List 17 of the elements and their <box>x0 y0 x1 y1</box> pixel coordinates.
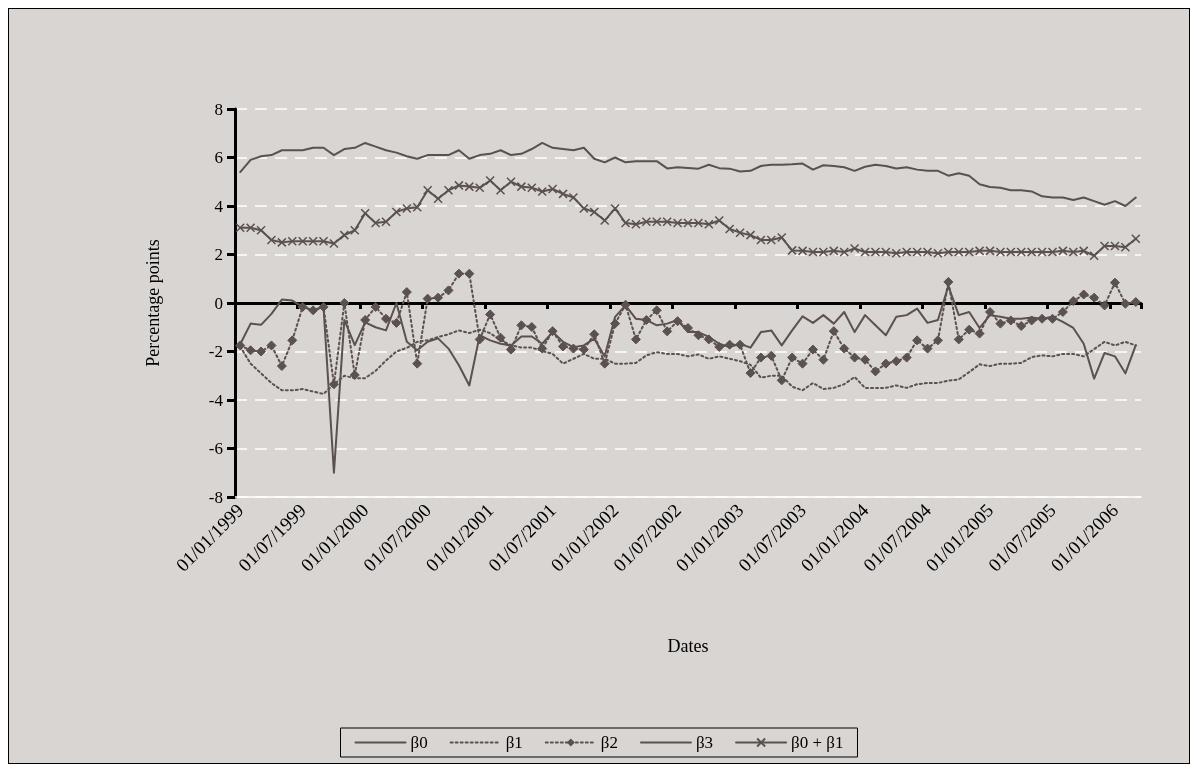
line-series <box>239 141 1137 207</box>
y-tick-label: -2 <box>208 342 223 361</box>
y-tick-label: 6 <box>214 148 223 167</box>
legend-label: β0 + β1 <box>791 733 844 752</box>
y-tick-label: 0 <box>214 293 223 313</box>
y-tick-label: -4 <box>208 390 224 410</box>
legend-label: β3 <box>695 733 714 752</box>
legend-label: β2 <box>600 733 618 752</box>
y-tick-label: 2 <box>214 245 223 264</box>
legend-label: β1 <box>505 733 523 752</box>
y-tick-label: 8 <box>214 99 223 119</box>
y-axis-title: Percentage points <box>143 239 163 367</box>
y-tick-label: -8 <box>208 487 223 507</box>
y-tick-label: 4 <box>214 196 224 216</box>
y-tick-label: -6 <box>208 439 223 458</box>
x-axis-title: Dates <box>667 636 709 656</box>
legend-label: β0 <box>410 733 428 752</box>
